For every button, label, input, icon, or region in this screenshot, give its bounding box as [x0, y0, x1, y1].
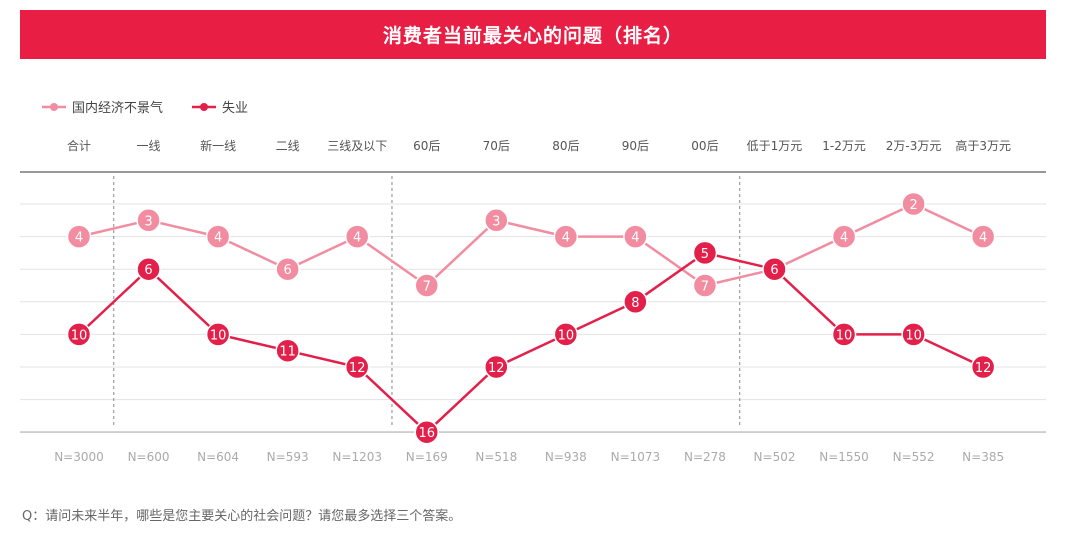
- data-label: 4: [75, 231, 83, 246]
- data-point: [344, 224, 370, 249]
- sample-size-label: N=385: [962, 450, 1004, 464]
- data-point: [553, 322, 579, 347]
- category-label: 00后: [691, 139, 718, 153]
- data-point: [901, 191, 926, 217]
- data-label: 5: [701, 247, 709, 262]
- data-label: 3: [144, 214, 152, 229]
- chart-title: 消费者当前最关心的问题（排名）: [382, 25, 683, 47]
- data-label: 12: [349, 361, 366, 376]
- legend-marker: [50, 103, 58, 111]
- data-point: [275, 338, 300, 363]
- sample-size-label: N=552: [893, 450, 935, 464]
- data-label: 10: [210, 328, 227, 343]
- survey-question-footnote: Q：请问未来半年，哪些是您主要关心的社会问题？请您最多选择三个答案。: [22, 509, 462, 524]
- category-label: 一线: [137, 139, 161, 153]
- category-label: 低于1万元: [747, 139, 803, 153]
- data-label: 10: [558, 328, 575, 343]
- data-point: [692, 240, 718, 266]
- data-point: [205, 224, 231, 249]
- data-point: [136, 256, 161, 282]
- sample-size-label: N=169: [406, 450, 448, 464]
- sample-size-label: N=502: [754, 450, 796, 464]
- data-label: 4: [840, 231, 848, 246]
- data-label: 6: [770, 263, 778, 278]
- data-label: 10: [905, 328, 922, 343]
- data-point: [414, 419, 439, 445]
- sample-size-label: N=278: [684, 450, 726, 464]
- legend-label: 国内经济不景气: [72, 100, 163, 116]
- data-point: [136, 208, 161, 233]
- sample-size-label: N=938: [545, 450, 587, 464]
- data-label: 12: [975, 361, 992, 376]
- category-label: 三线及以下: [327, 139, 387, 153]
- data-point: [901, 322, 926, 347]
- category-label: 2万-3万元: [886, 139, 942, 153]
- data-point: [762, 256, 787, 282]
- data-point: [623, 224, 648, 249]
- data-point: [275, 256, 300, 282]
- sample-size-label: N=1073: [611, 450, 661, 464]
- data-label: 4: [979, 231, 987, 246]
- data-label: 7: [701, 280, 709, 295]
- data-label: 4: [631, 231, 639, 246]
- category-label: 90后: [622, 139, 649, 153]
- data-point: [484, 208, 509, 233]
- series-line: [78, 202, 984, 287]
- category-label: 60后: [413, 139, 440, 153]
- data-label: 2: [909, 198, 917, 213]
- data-point: [484, 354, 509, 380]
- category-label: 新一线: [200, 138, 236, 153]
- sample-size-label: N=3000: [54, 450, 104, 464]
- data-point: [831, 224, 857, 249]
- data-label: 4: [214, 231, 222, 246]
- data-point: [205, 322, 231, 347]
- data-point: [66, 322, 92, 347]
- data-label: 4: [353, 231, 361, 246]
- category-label: 二线: [276, 139, 300, 153]
- data-label: 12: [488, 361, 505, 376]
- sample-size-label: N=1203: [332, 450, 382, 464]
- data-label: 8: [631, 296, 639, 311]
- category-label: 80后: [552, 139, 579, 153]
- sample-size-label: N=593: [267, 450, 309, 464]
- data-label: 6: [284, 263, 292, 278]
- data-label: 7: [423, 280, 431, 295]
- sample-size-label: N=518: [475, 450, 517, 464]
- data-label: 3: [492, 214, 500, 229]
- data-label: 10: [836, 328, 853, 343]
- data-point: [66, 224, 92, 249]
- data-point: [970, 224, 996, 249]
- sample-size-label: N=600: [128, 450, 170, 464]
- data-point: [970, 354, 996, 380]
- data-point: [831, 322, 857, 347]
- chart-title-bar: 消费者当前最关心的问题（排名）: [20, 10, 1046, 59]
- data-point: [692, 273, 718, 298]
- sample-size-label: N=604: [197, 450, 239, 464]
- data-point: [623, 289, 648, 315]
- data-label: 6: [144, 263, 152, 278]
- sample-size-label: N=1550: [819, 450, 869, 464]
- data-label: 16: [418, 426, 435, 441]
- category-label: 1-2万元: [822, 139, 866, 153]
- category-label: 70后: [483, 139, 510, 153]
- category-label: 高于3万元: [955, 138, 1011, 153]
- data-point: [344, 354, 370, 380]
- data-point: [414, 273, 439, 298]
- data-label: 11: [279, 345, 296, 360]
- data-label: 10: [71, 328, 88, 343]
- legend-marker: [200, 103, 208, 111]
- data-label: 4: [562, 231, 570, 246]
- legend-label: 失业: [222, 101, 248, 116]
- category-label: 合计: [67, 138, 91, 153]
- data-point: [553, 224, 579, 249]
